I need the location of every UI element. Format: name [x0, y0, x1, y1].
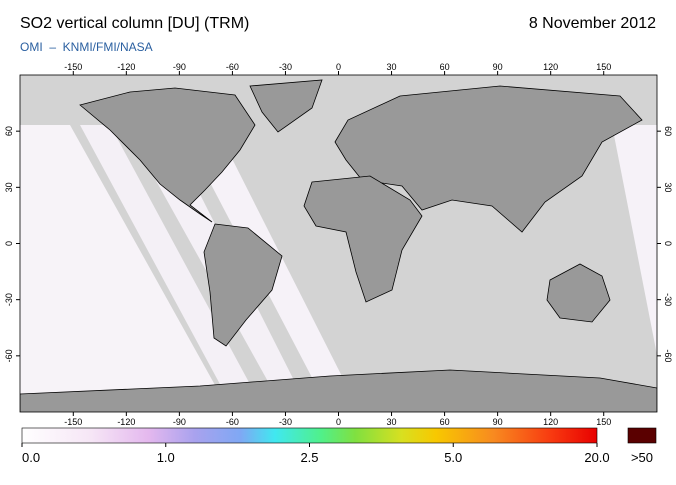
swath — [20, 125, 230, 412]
lon-tick-label: 150 — [596, 62, 611, 72]
lat-tick-label: 30 — [663, 182, 673, 192]
colorbar-tick-label: 5.0 — [444, 450, 462, 465]
lon-tick-label: 120 — [543, 417, 558, 427]
south-america — [203, 223, 283, 347]
eurasia — [334, 85, 643, 233]
land — [20, 79, 657, 412]
lat-tick-label: -60 — [663, 349, 673, 362]
lon-tick-label: -30 — [279, 417, 292, 427]
lon-tick-label: -60 — [226, 417, 239, 427]
africa — [303, 175, 423, 303]
lon-tick-label: -150 — [64, 62, 82, 72]
lat-tick-label: 30 — [4, 182, 14, 192]
lat-tick-label: 0 — [4, 241, 14, 246]
lon-tick-label: 0 — [336, 417, 341, 427]
colorbar-tick-label: 0.0 — [22, 450, 40, 465]
date: 8 November 2012 — [529, 15, 656, 32]
colorbar — [21, 427, 598, 444]
lon-tick-label: 150 — [596, 417, 611, 427]
antarctica — [20, 369, 657, 412]
colorbar-tick-label: 20.0 — [584, 450, 609, 465]
lon-tick-label: 120 — [543, 62, 558, 72]
lat-tick-label: 60 — [663, 126, 673, 136]
lat-tick-label: 60 — [4, 126, 14, 136]
lat-tick-label: -30 — [663, 293, 673, 306]
colorbar-tick-label: 2.5 — [300, 450, 318, 465]
colorbar-overflow-label: >50 — [631, 450, 653, 465]
lon-tick-label: 60 — [440, 62, 450, 72]
australia — [546, 263, 611, 323]
lon-tick-label: 60 — [440, 417, 450, 427]
lat-tick-label: -30 — [4, 293, 14, 306]
north-america — [79, 87, 256, 223]
lon-tick-label: -90 — [173, 62, 186, 72]
source: OMI – KNMI/FMI/NASA — [20, 40, 153, 54]
lon-tick-label: -120 — [117, 417, 135, 427]
lat-tick-label: 0 — [663, 241, 673, 246]
title: SO2 vertical column [DU] (TRM) — [20, 15, 249, 32]
lon-tick-label: 30 — [387, 62, 397, 72]
greenland — [249, 79, 323, 133]
map-area — [20, 75, 657, 412]
lon-tick-label: -60 — [226, 62, 239, 72]
lon-tick-label: -120 — [117, 62, 135, 72]
swath — [612, 125, 657, 355]
lon-tick-label: 90 — [493, 417, 503, 427]
lon-tick-label: -90 — [173, 417, 186, 427]
lat-tick-label: -60 — [4, 349, 14, 362]
lon-tick-label: 0 — [336, 62, 341, 72]
colorbar-tick-label: 1.0 — [157, 450, 175, 465]
colorbar-overflow — [627, 427, 657, 444]
lon-tick-label: -150 — [64, 417, 82, 427]
lon-tick-label: 30 — [387, 417, 397, 427]
lon-tick-label: 90 — [493, 62, 503, 72]
lon-tick-label: -30 — [279, 62, 292, 72]
